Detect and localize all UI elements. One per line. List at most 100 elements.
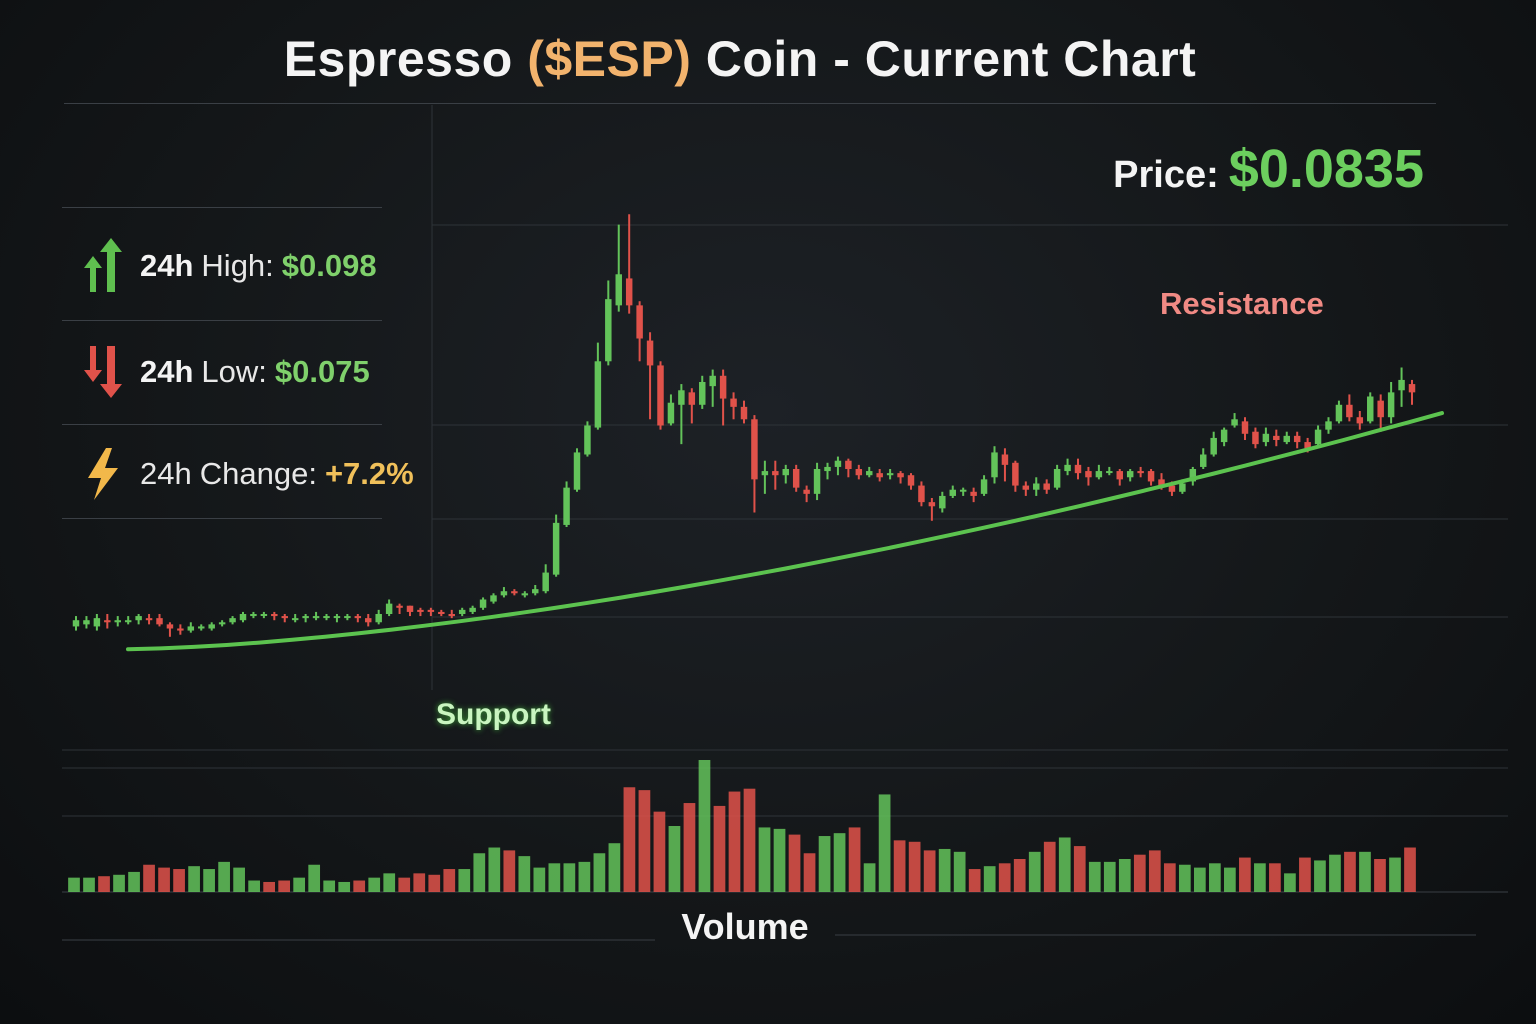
candle-body xyxy=(72,620,80,627)
stat-low-period: 24h xyxy=(140,354,194,389)
volume-bar xyxy=(143,864,155,892)
candle-body xyxy=(1220,429,1228,443)
volume-bars xyxy=(68,760,1416,892)
volume-bar xyxy=(818,836,831,892)
candle-body xyxy=(751,419,758,480)
volume-bar xyxy=(1314,860,1326,892)
candle-body xyxy=(1367,396,1374,422)
volume-bar xyxy=(158,867,170,892)
volume-bar xyxy=(338,881,351,892)
volume-bar xyxy=(1163,863,1176,892)
candle-body xyxy=(1241,421,1249,434)
candle-body xyxy=(886,473,894,476)
candle-body xyxy=(1106,471,1113,474)
volume-bar xyxy=(188,866,200,892)
volume-bar xyxy=(263,881,276,892)
candle-body xyxy=(135,616,142,621)
volume-bar xyxy=(698,760,711,892)
volume-bar xyxy=(668,826,681,892)
candle-body xyxy=(625,278,633,306)
candle-body xyxy=(761,471,769,476)
candle-body xyxy=(458,609,466,614)
volume-bar xyxy=(563,863,576,892)
candle-body xyxy=(229,618,236,623)
candle-body xyxy=(354,616,362,619)
stat-change-label: Change: xyxy=(199,456,317,491)
candles xyxy=(72,214,1416,637)
candle-body xyxy=(1074,464,1082,474)
volume-bar xyxy=(173,869,185,892)
candle-body xyxy=(198,626,205,629)
candle-body xyxy=(1356,417,1364,424)
candle-body xyxy=(991,452,998,478)
candle-body xyxy=(615,274,622,306)
volume-bar xyxy=(923,850,936,892)
candle-body xyxy=(730,398,737,407)
volume-bar xyxy=(1103,861,1116,892)
volume-bar xyxy=(248,880,260,892)
volume-bar xyxy=(1208,863,1221,892)
candle-body xyxy=(1064,464,1071,472)
volume-bar xyxy=(98,876,110,892)
volume-bar xyxy=(1058,837,1071,892)
candle-body xyxy=(396,605,403,608)
candle-body xyxy=(1408,384,1416,393)
volume-bar xyxy=(413,873,426,892)
candle-body xyxy=(1095,471,1103,478)
stat-24h-high: 24h High: $0.098 xyxy=(80,236,377,296)
volume-bar xyxy=(1374,859,1386,892)
volume-bar xyxy=(1178,864,1191,892)
candle-body xyxy=(365,618,372,623)
volume-bar xyxy=(758,827,771,892)
candle-body xyxy=(876,473,883,478)
volume-bar xyxy=(83,877,95,892)
support-label: Support xyxy=(436,698,551,731)
candle-body xyxy=(1252,431,1259,445)
candle-body xyxy=(1273,435,1280,440)
candle-body xyxy=(250,614,257,617)
candle-body xyxy=(834,460,842,467)
price-display: Price: $0.0835 xyxy=(1113,138,1424,200)
candle-body xyxy=(1158,479,1165,486)
candle-body xyxy=(218,622,226,625)
candle-body xyxy=(1377,400,1384,418)
candle-body xyxy=(93,618,101,627)
candle-body xyxy=(500,591,508,596)
volume-bar xyxy=(1284,873,1296,892)
candle-body xyxy=(1085,471,1092,478)
candle-body xyxy=(646,340,654,366)
candle-body xyxy=(1147,471,1155,482)
candle-body xyxy=(636,305,643,339)
volume-bar xyxy=(998,863,1011,892)
stat-low-value: $0.075 xyxy=(274,354,370,389)
candle-body xyxy=(208,624,215,629)
candle-body xyxy=(1022,485,1030,490)
volume-bar xyxy=(1224,867,1236,892)
candle-body xyxy=(573,452,581,490)
candle-body xyxy=(699,382,706,405)
volume-bar xyxy=(1148,850,1161,892)
candle-body xyxy=(187,626,195,631)
volume-bar xyxy=(233,867,245,892)
volume-bar xyxy=(488,847,501,892)
resistance-label: Resistance xyxy=(1160,286,1324,321)
candle-body xyxy=(1200,454,1207,467)
volume-bar xyxy=(683,803,696,892)
candle-body xyxy=(156,618,163,625)
candle-body xyxy=(866,471,873,476)
candle-body xyxy=(490,595,497,602)
stat-high-period: 24h xyxy=(140,248,194,283)
volume-bar xyxy=(593,853,606,892)
candle-body xyxy=(845,460,852,469)
volume-bar xyxy=(323,880,336,892)
candle-body xyxy=(417,609,424,612)
volume-bar xyxy=(518,856,531,892)
candle-body xyxy=(813,469,821,494)
candle-body xyxy=(688,392,696,405)
candle-body xyxy=(1001,454,1009,465)
candle-body xyxy=(1210,437,1217,455)
volume-bar xyxy=(953,851,966,892)
volume-bar xyxy=(788,834,801,892)
stats-divider-top xyxy=(62,207,382,208)
